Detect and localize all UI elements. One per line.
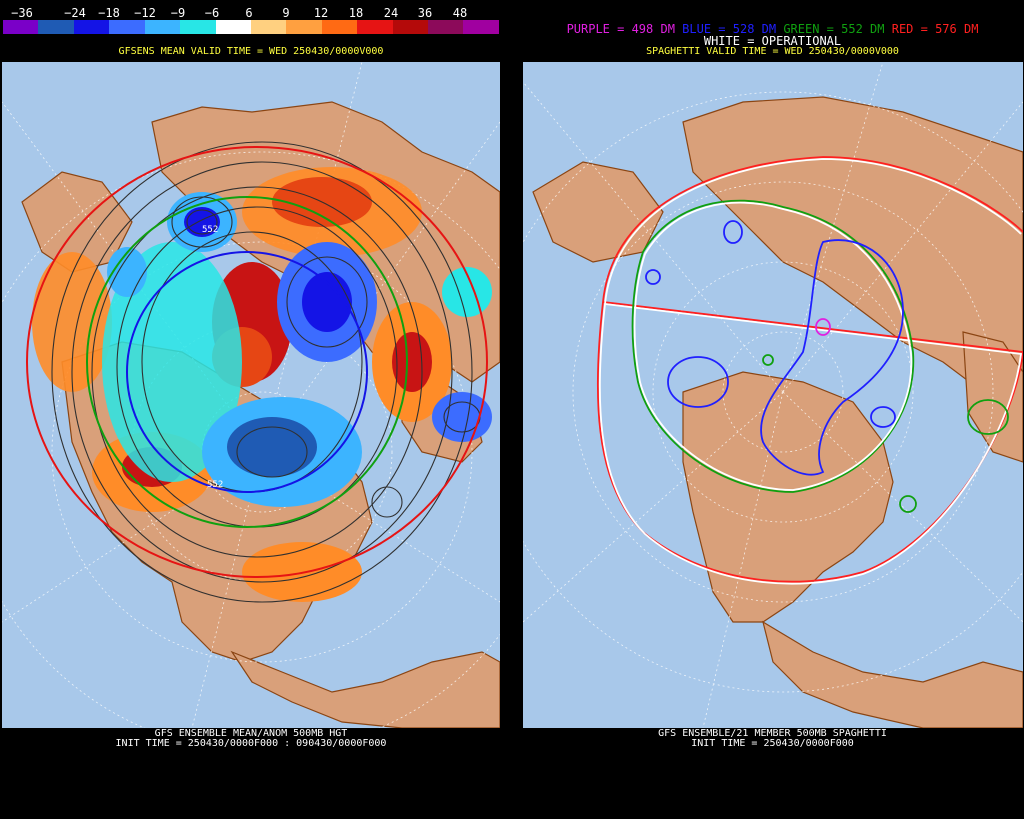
colorbar-labels: −36 −24 −18 −12 −9 −6 6 9 12 18 24 36 48 xyxy=(3,6,499,20)
color-swatch xyxy=(357,20,393,34)
color-swatch xyxy=(144,20,181,34)
contour-label: 552 xyxy=(207,480,223,490)
graticule xyxy=(523,62,1023,728)
color-swatch xyxy=(428,20,464,34)
colorbar-label: 9 xyxy=(282,6,290,20)
right-panel: PURPLE = 498 DM BLUE = 528 DM GREEN = 55… xyxy=(521,0,1024,819)
valid-time-label: SPAGHETTI VALID TIME = WED 250430/0000V0… xyxy=(646,46,899,57)
spaghetti-contours xyxy=(596,156,1023,585)
color-swatch xyxy=(180,20,216,34)
colorbar-label: 18 xyxy=(348,6,364,20)
color-scale-bar xyxy=(3,20,499,34)
panel-divider xyxy=(502,0,521,819)
color-swatch xyxy=(321,20,358,34)
init-time-label: INIT TIME = 250430/0000F000 : 090430/000… xyxy=(115,738,387,749)
colorbar-label: −18 xyxy=(98,6,120,20)
anomaly-map: 552 552 xyxy=(2,62,500,728)
color-swatch xyxy=(392,20,429,34)
legend-green: GREEN = 552 DM xyxy=(783,22,885,36)
legend-blue: BLUE = 528 DM xyxy=(682,22,777,36)
colorbar-label: −9 xyxy=(170,6,186,20)
valid-time-label: GFSENS MEAN VALID TIME = WED 250430/0000… xyxy=(118,46,384,57)
colorbar-label: 12 xyxy=(313,6,329,20)
colorbar-label: 48 xyxy=(452,6,468,20)
color-swatch xyxy=(38,20,74,34)
color-swatch xyxy=(463,20,499,34)
reference-contours xyxy=(26,146,488,578)
color-swatch xyxy=(286,20,322,34)
colorbar-label: −12 xyxy=(134,6,156,20)
color-swatch xyxy=(215,20,251,34)
map-title: GFS ENSEMBLE/21 MEMBER 500MB SPAGHETTI xyxy=(658,728,887,739)
colorbar-label: −36 xyxy=(11,6,33,20)
colorbar-label: 24 xyxy=(383,6,399,20)
colorbar-label: −24 xyxy=(64,6,86,20)
legend-purple: PURPLE = 498 DM xyxy=(566,22,675,36)
color-swatch xyxy=(250,20,287,34)
contour-label: 552 xyxy=(202,225,218,235)
land-shapes xyxy=(532,96,1023,728)
map-title: GFS ENSEMBLE MEAN/ANOM 500MB HGT xyxy=(154,728,348,739)
init-time-label: INIT TIME = 250430/0000F000 xyxy=(691,738,854,749)
spaghetti-map xyxy=(523,62,1023,728)
colorbar-label: −6 xyxy=(204,6,220,20)
colorbar-label: 36 xyxy=(417,6,433,20)
color-swatch xyxy=(109,20,145,34)
color-swatch xyxy=(73,20,110,34)
legend-operational: WHITE = OPERATIONAL xyxy=(703,34,842,48)
spaghetti-legend: PURPLE = 498 DM BLUE = 528 DM GREEN = 55… xyxy=(521,22,1024,36)
anomaly-map-graphic: 552 552 xyxy=(2,62,500,728)
legend-red: RED = 576 DM xyxy=(891,22,979,36)
anomaly-shading xyxy=(32,167,492,602)
colorbar-label: 6 xyxy=(245,6,253,20)
spaghetti-map-graphic xyxy=(523,62,1023,728)
color-swatch xyxy=(3,20,39,34)
left-panel: −36 −24 −18 −12 −9 −6 6 9 12 18 24 36 48… xyxy=(0,0,502,819)
